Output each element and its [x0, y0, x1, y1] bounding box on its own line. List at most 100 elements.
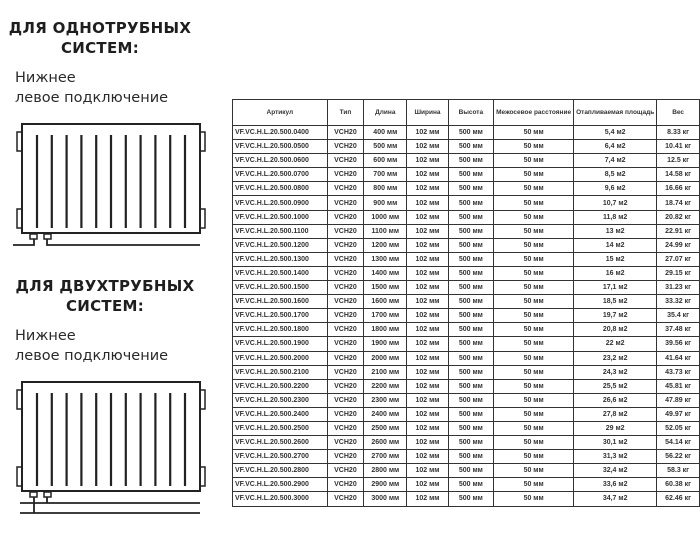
table-cell: 102 мм — [406, 435, 449, 451]
table-cell: 1000 мм — [363, 209, 408, 225]
table-cell: 24,3 м2 — [573, 364, 658, 380]
table-cell: 50 мм — [493, 237, 575, 253]
table-cell: 500 мм — [447, 364, 495, 380]
table-cell: 900 мм — [363, 195, 408, 211]
table-cell: 50 мм — [493, 322, 575, 338]
table-cell: 17,1 м2 — [573, 280, 658, 296]
table-cell: 2600 мм — [363, 435, 408, 451]
table-cell: VF.VC.H.L.20.500.2700 — [232, 449, 328, 465]
table-cell: 50 мм — [493, 491, 575, 507]
table-cell: 14.58 кг — [656, 167, 700, 183]
table-cell: 500 мм — [447, 139, 495, 155]
table-cell: VCH20 — [326, 463, 365, 479]
table-row: VF.VC.H.L.20.500.0700 VCH20 700 мм 102 мм 50… — [232, 167, 700, 183]
sub-line-1: Нижнее — [15, 70, 76, 86]
table-cell: 102 мм — [406, 195, 449, 211]
table-cell: VF.VC.H.L.20.500.1400 — [232, 265, 328, 282]
table-cell: 102 мм — [406, 392, 449, 408]
table-cell: 29.15 кг — [656, 265, 700, 282]
table-cell: VCH20 — [326, 223, 365, 239]
table-cell: 18.74 кг — [656, 195, 700, 211]
column-header: Длина — [363, 99, 408, 126]
table-cell: VF.VC.H.L.20.500.1500 — [232, 280, 328, 296]
table-cell: VF.VC.H.L.20.500.1200 — [232, 237, 328, 253]
table-cell: VF.VC.H.L.20.500.0400 — [232, 124, 328, 141]
table-row: VF.VC.H.L.20.500.0900 VCH20 900 мм 102 мм 50… — [232, 195, 700, 211]
column-header: Тип — [326, 99, 365, 126]
table-row: VF.VC.H.L.20.500.1900 VCH20 1900 мм 102 мм 5… — [232, 336, 700, 352]
column-header: Высота — [447, 99, 495, 126]
table-cell: 39.56 кг — [656, 336, 700, 352]
table-cell: 50 мм — [493, 223, 575, 239]
table-cell: 102 мм — [406, 223, 449, 239]
sub-line-1: Нижнее — [15, 328, 76, 344]
table-cell: 23,2 м2 — [573, 350, 658, 366]
title-line-2: СИСТЕМ: — [65, 297, 145, 315]
table-cell: 102 мм — [406, 477, 449, 493]
table-cell: 33,6 м2 — [573, 477, 658, 493]
table-cell: 102 мм — [406, 181, 449, 197]
table-cell: 18,5 м2 — [573, 294, 658, 310]
radiator-double-pipe-icon — [16, 381, 206, 514]
table-cell: VCH20 — [326, 153, 365, 169]
table-cell: VF.VC.H.L.20.500.2900 — [232, 477, 328, 493]
table-cell: 3000 мм — [363, 491, 408, 507]
table-cell: 16.66 кг — [656, 181, 700, 197]
table-cell: VCH20 — [326, 308, 365, 324]
table-cell: 1100 мм — [363, 223, 408, 239]
table-cell: VF.VC.H.L.20.500.2800 — [232, 463, 328, 479]
table-cell: 500 мм — [447, 167, 495, 183]
table-cell: 22.91 кг — [656, 223, 700, 239]
table-cell: 2800 мм — [363, 463, 408, 479]
table-row: VF.VC.H.L.20.500.0400 VCH20 400 мм 102 мм 50… — [232, 124, 700, 141]
table-cell: 800 мм — [363, 181, 408, 197]
table-cell: VCH20 — [326, 477, 365, 493]
table-cell: 2500 мм — [363, 420, 408, 437]
table-row: VF.VC.H.L.20.500.1200 VCH20 1200 мм 102 мм 5… — [232, 237, 700, 253]
table-row: VF.VC.H.L.20.500.2000 VCH20 2000 мм 102 мм 5… — [232, 350, 700, 366]
table-cell: 8.33 кг — [656, 124, 700, 141]
table-cell: 500 мм — [447, 477, 495, 493]
table-cell: VCH20 — [326, 322, 365, 338]
table-cell: VCH20 — [326, 181, 365, 197]
table-cell: VF.VC.H.L.20.500.0700 — [232, 167, 328, 183]
table-cell: 102 мм — [406, 378, 449, 394]
table-cell: 102 мм — [406, 406, 449, 422]
table-cell: 10.41 кг — [656, 139, 700, 155]
table-cell: 102 мм — [406, 420, 449, 437]
table-row: VF.VC.H.L.20.500.0500 VCH20 500 мм 102 мм 50… — [232, 139, 700, 155]
table-cell: 50 мм — [493, 167, 575, 183]
table-cell: 10,7 м2 — [573, 195, 658, 211]
table-cell: 500 мм — [447, 280, 495, 296]
table-cell: 102 мм — [406, 153, 449, 169]
table-row: VF.VC.H.L.20.500.2700 VCH20 2700 мм 102 мм 5… — [232, 449, 700, 465]
table-cell: 27.07 кг — [656, 251, 700, 267]
table-cell: 29 м2 — [573, 420, 658, 437]
table-cell: 50 мм — [493, 251, 575, 267]
table-cell: 52.05 кг — [656, 420, 700, 437]
table-cell: 102 мм — [406, 124, 449, 141]
table-cell: 33.32 кг — [656, 294, 700, 310]
table-cell: 500 мм — [447, 449, 495, 465]
table-cell: 102 мм — [406, 294, 449, 310]
table-cell: 50 мм — [493, 364, 575, 380]
table-cell: 102 мм — [406, 308, 449, 324]
column-header: Вес — [656, 99, 700, 126]
table-row: VF.VC.H.L.20.500.2200 VCH20 2200 мм 102 мм 5… — [232, 378, 700, 394]
table-cell: VF.VC.H.L.20.500.2500 — [232, 420, 328, 437]
table-cell: 50 мм — [493, 406, 575, 422]
table-cell: 102 мм — [406, 139, 449, 155]
table-cell: 26,6 м2 — [573, 392, 658, 408]
table-row: VF.VC.H.L.20.500.2500 VCH20 2500 мм 102 мм 5… — [232, 420, 700, 437]
table-row: VF.VC.H.L.20.500.1700 VCH20 1700 мм 102 мм 5… — [232, 308, 700, 324]
table-row: VF.VC.H.L.20.500.1000 VCH20 1000 мм 102 мм 5… — [232, 209, 700, 225]
table-cell: 500 мм — [447, 153, 495, 169]
table-cell: 102 мм — [406, 167, 449, 183]
table-cell: 50 мм — [493, 378, 575, 394]
table-cell: 500 мм — [447, 195, 495, 211]
table-cell: 8,5 м2 — [573, 167, 658, 183]
table-cell: 2900 мм — [363, 477, 408, 493]
table-cell: 2300 мм — [363, 392, 408, 408]
table-cell: 37.48 кг — [656, 322, 700, 338]
table-cell: 102 мм — [406, 491, 449, 507]
